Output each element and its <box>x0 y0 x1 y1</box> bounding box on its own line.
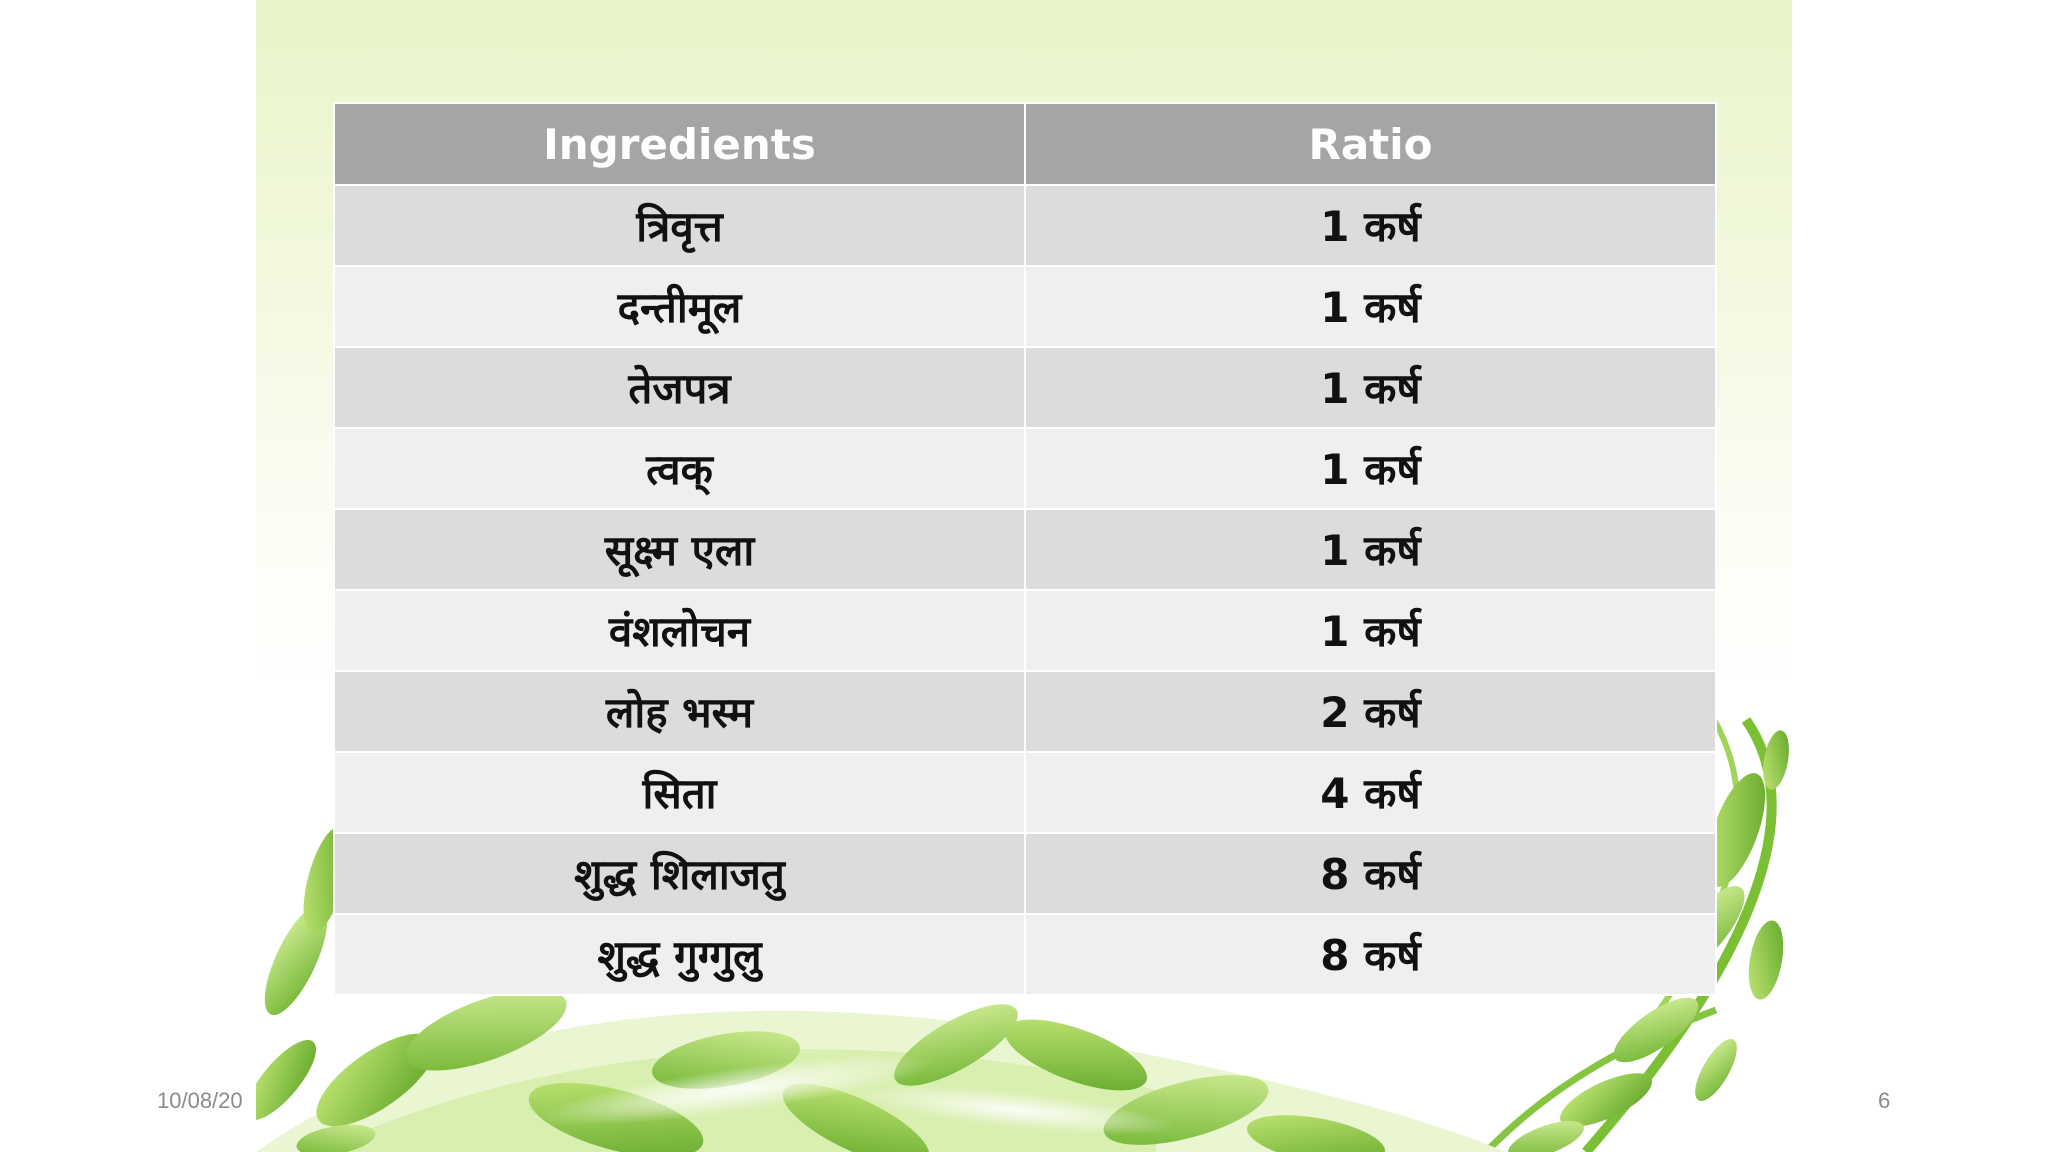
ratio-cell: 1 कर्ष <box>1024 427 1717 510</box>
ingredient-cell: त्रिवृत्त <box>333 184 1026 267</box>
ingredient-cell: दन्तीमूल <box>333 265 1026 348</box>
table-header-row: Ingredients Ratio <box>333 102 1717 186</box>
header-ingredients: Ingredients <box>333 102 1026 186</box>
table-row: तेजपत्र 1 कर्ष <box>333 346 1717 429</box>
green-leaves-background-icon <box>256 698 1789 1152</box>
slide-page-number: 6 <box>1878 1088 1891 1113</box>
ingredient-cell: त्वक् <box>333 427 1026 510</box>
ratio-cell: 1 कर्ष <box>1024 265 1717 348</box>
table-row: सूक्ष्म एला 1 कर्ष <box>333 508 1717 591</box>
table-row: सिता 4 कर्ष <box>333 751 1717 834</box>
ratio-cell: 4 कर्ष <box>1024 751 1717 834</box>
table-row: वंशलोचन 1 कर्ष <box>333 589 1717 672</box>
ingredient-cell: शुद्ध गुग्गुलु <box>333 913 1026 996</box>
footer-date: 10/08/20 <box>157 1088 243 1113</box>
ratio-cell: 1 कर्ष <box>1024 508 1717 591</box>
ratio-cell: 1 कर्ष <box>1024 589 1717 672</box>
table-row: शुद्ध शिलाजतु 8 कर्ष <box>333 832 1717 915</box>
ingredient-cell: सूक्ष्म एला <box>333 508 1026 591</box>
table-row: दन्तीमूल 1 कर्ष <box>333 265 1717 348</box>
ingredient-cell: लोह भस्म <box>333 670 1026 753</box>
ratio-cell: 8 कर्ष <box>1024 913 1717 996</box>
ingredient-cell: सिता <box>333 751 1026 834</box>
ratio-cell: 1 कर्ष <box>1024 346 1717 429</box>
header-ratio: Ratio <box>1024 102 1717 186</box>
ingredients-table: Ingredients Ratio त्रिवृत्त 1 कर्ष दन्ती… <box>333 102 1717 996</box>
ingredient-cell: तेजपत्र <box>333 346 1026 429</box>
table-row: त्वक् 1 कर्ष <box>333 427 1717 510</box>
ratio-cell: 2 कर्ष <box>1024 670 1717 753</box>
ratio-cell: 1 कर्ष <box>1024 184 1717 267</box>
ingredient-cell: वंशलोचन <box>333 589 1026 672</box>
table-row: त्रिवृत्त 1 कर्ष <box>333 184 1717 267</box>
ratio-cell: 8 कर्ष <box>1024 832 1717 915</box>
ingredient-cell: शुद्ध शिलाजतु <box>333 832 1026 915</box>
table-row: लोह भस्म 2 कर्ष <box>333 670 1717 753</box>
table-row: शुद्ध गुग्गुलु 8 कर्ष <box>333 913 1717 996</box>
